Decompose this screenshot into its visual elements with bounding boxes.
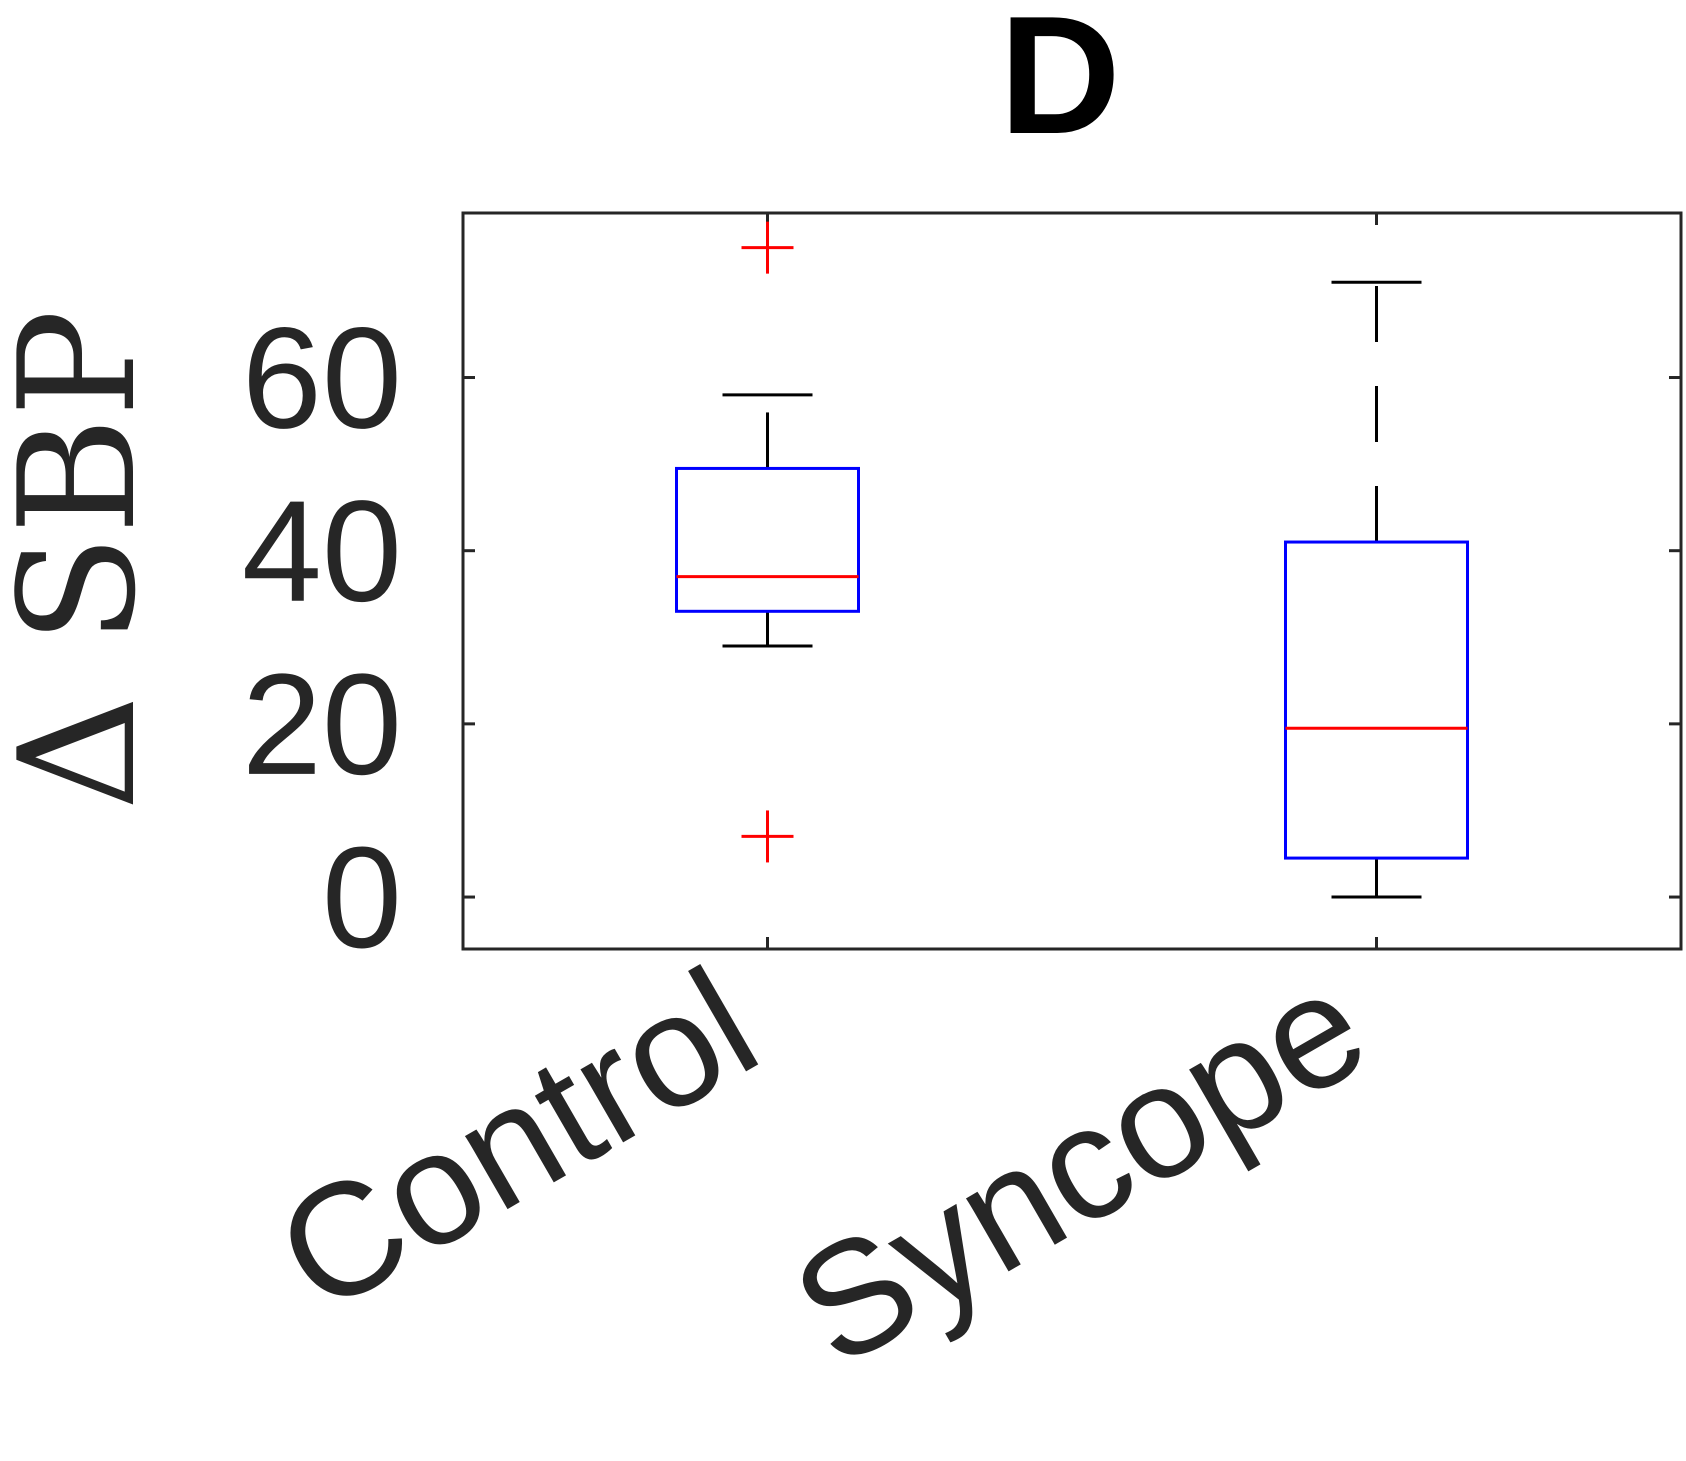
box [1284, 540, 1469, 860]
axes-frame [461, 211, 1683, 951]
chart-title: D [999, 0, 1120, 169]
box [675, 466, 860, 613]
x-tick-label: Control [248, 933, 784, 1346]
y-tick-label: 0 [322, 817, 402, 978]
y-tick-label: 20 [242, 644, 402, 805]
y-tick-label: 60 [242, 298, 402, 459]
x-tick-label: Syncope [765, 933, 1394, 1399]
y-tick-label: 40 [242, 471, 402, 632]
outlier-marker [741, 221, 794, 274]
outlier-marker [741, 810, 794, 863]
y-axis-label: Δ SBP [0, 309, 171, 810]
